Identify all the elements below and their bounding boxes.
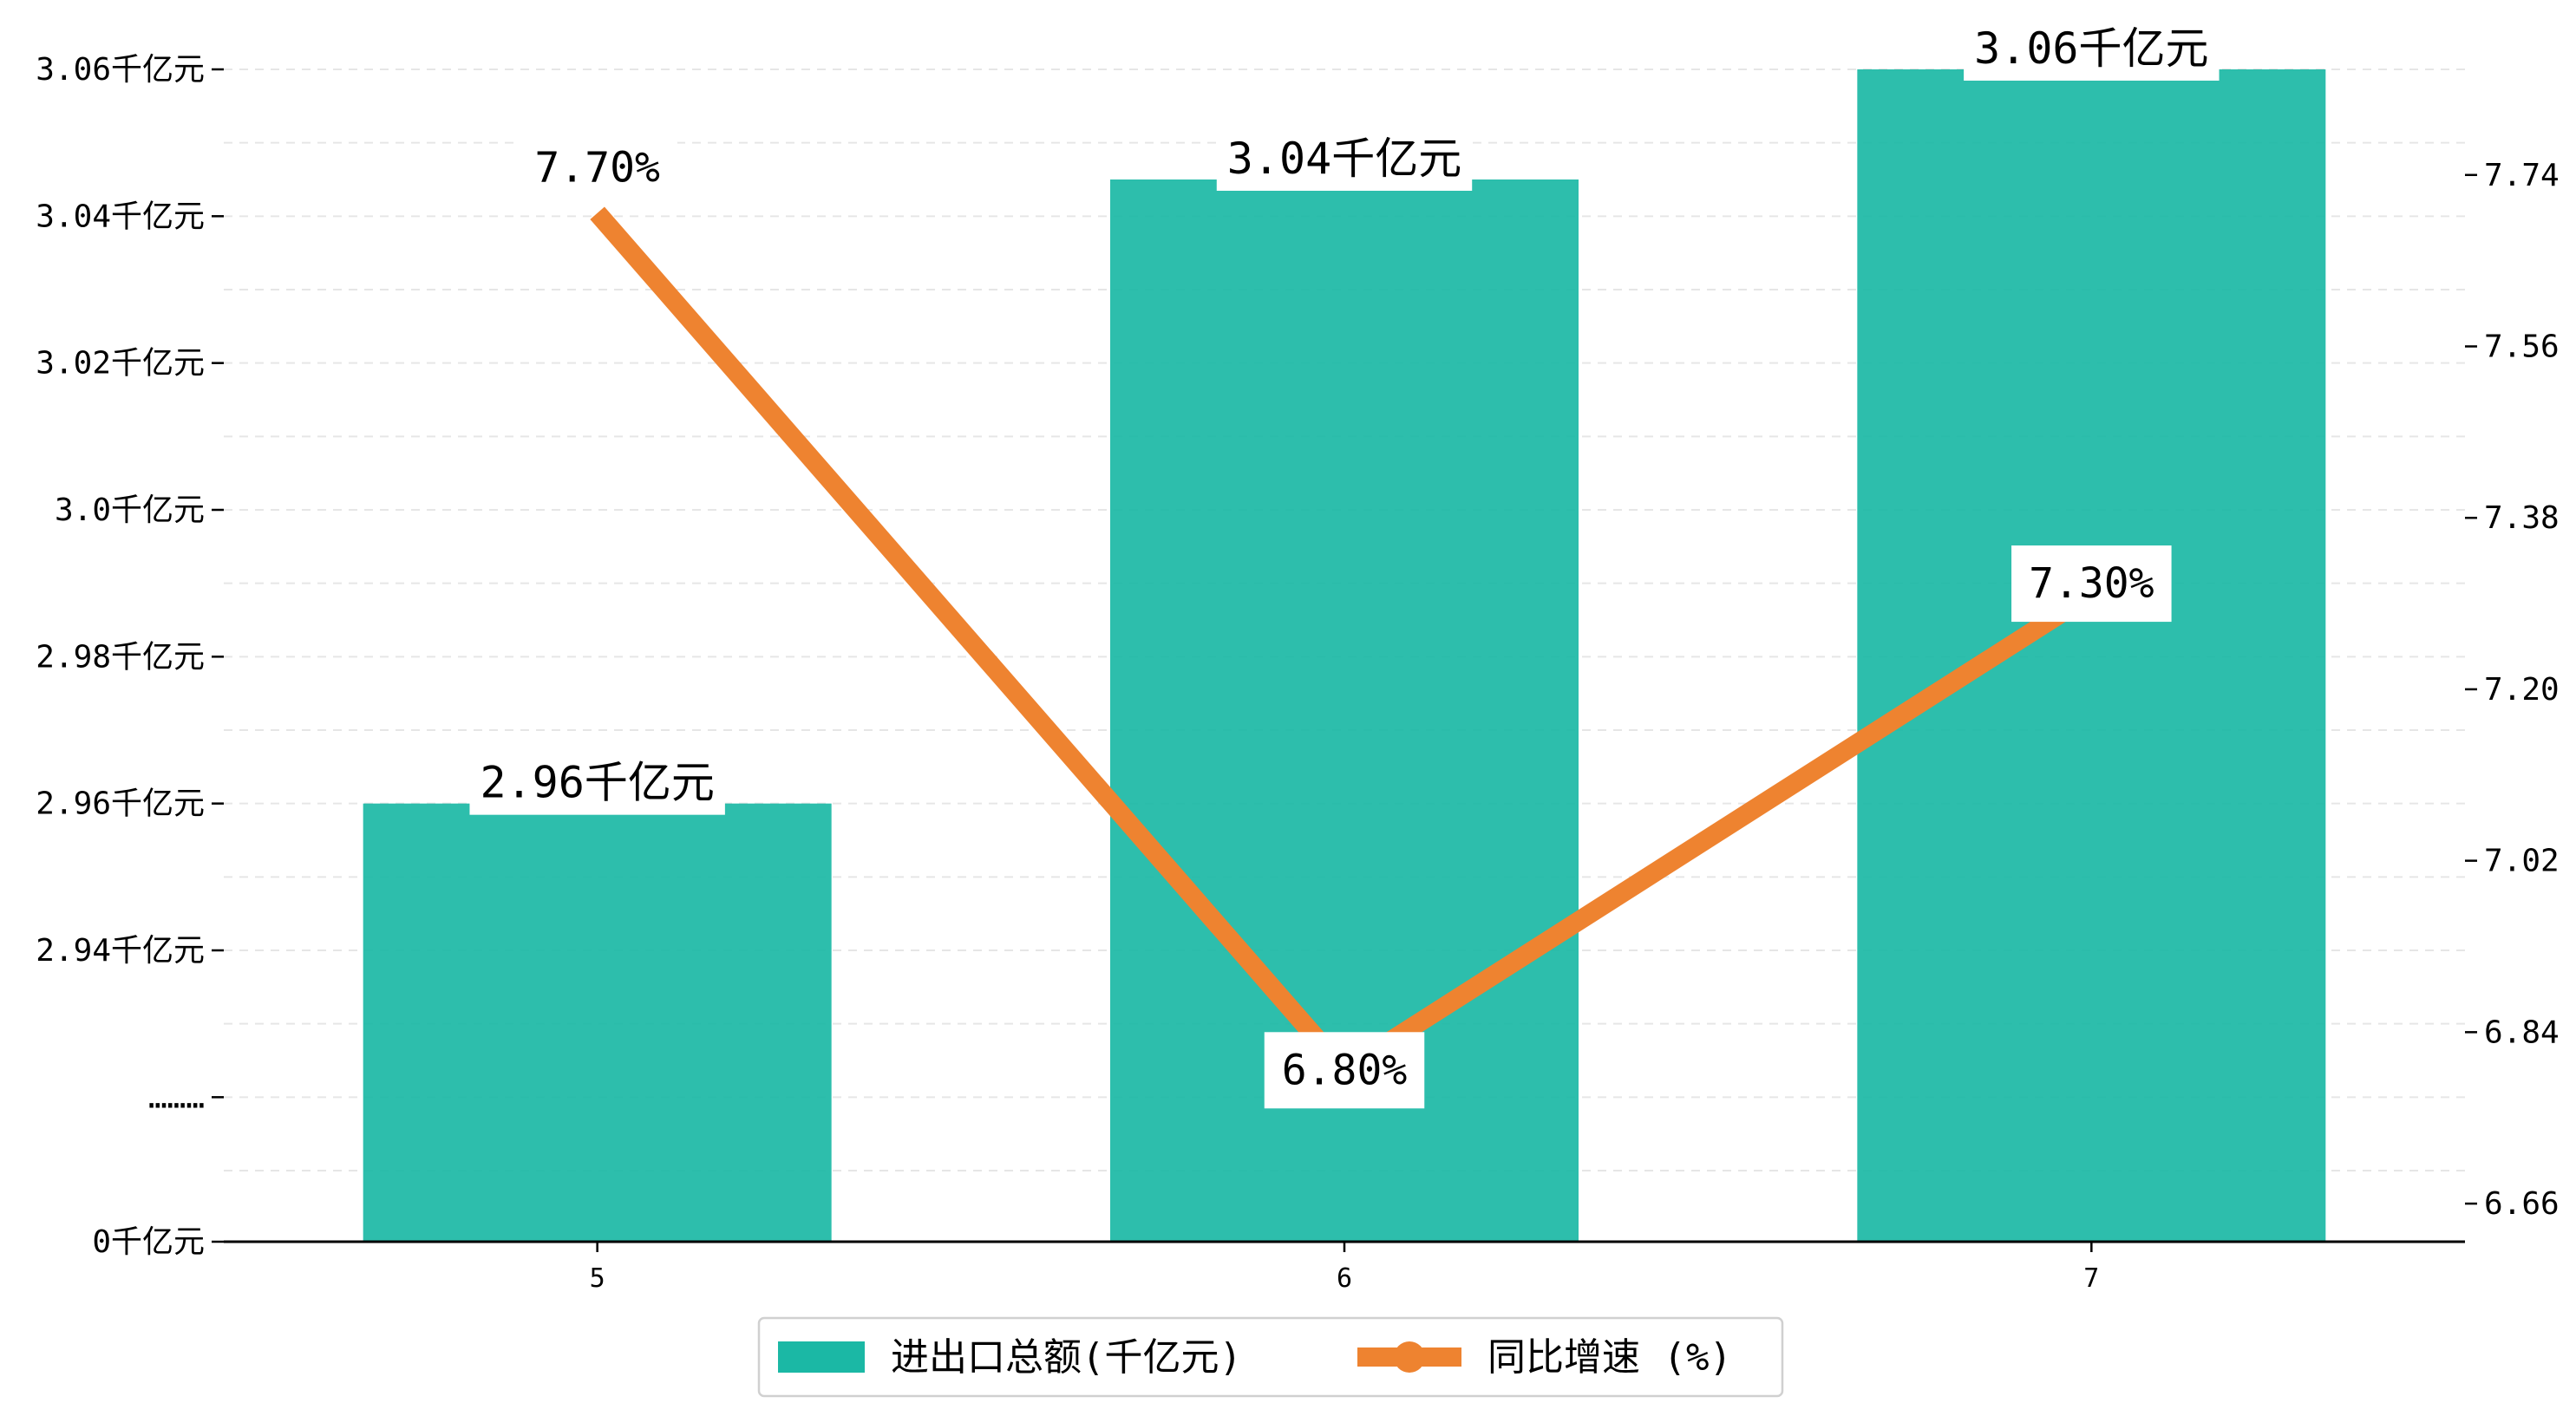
left-tick-label: 0千亿元 [92,1224,205,1260]
right-tick-label: 7.74 [2484,158,2560,193]
left-tick-label: 3.04千亿元 [36,199,205,234]
legend: 进出口总额(千亿元) 同比增速 (%) [757,1316,1784,1398]
svg-text:3.04千亿元: 3.04千亿元 [1227,134,1461,184]
svg-text:3.06千亿元: 3.06千亿元 [1974,23,2208,74]
legend-label-bar: 进出口总额(千亿元) [891,1335,1242,1380]
legend-label-line: 同比增速 (%) [1487,1335,1732,1380]
data-labels: 2.96千亿元 3.04千亿元 3.06千亿元 7.70% 6.80% 7.30% [469,16,2220,1109]
left-tick-label: 2.98千亿元 [36,639,205,675]
right-tick-label: 7.38 [2484,500,2560,536]
bar-7 [1857,69,2326,1242]
bar-value-label: 3.06千亿元 [1964,16,2220,81]
right-tick-label: 7.02 [2484,844,2560,879]
x-tick-label: 6 [1337,1263,1352,1294]
bar-value-label: 3.04千亿元 [1216,127,1473,191]
left-tick-label: 3.0千亿元 [55,493,205,528]
right-tick-label: 7.20 [2484,672,2560,708]
legend-swatch-marker [1394,1341,1425,1373]
svg-text:2.96千亿元: 2.96千亿元 [480,758,714,808]
line-value-label: 7.30% [2011,545,2172,623]
left-tick-label: 2.94千亿元 [36,933,205,969]
svg-text:6.80%: 6.80% [1282,1046,1408,1094]
left-tick-label: 2.96千亿元 [36,786,205,822]
x-tick-label: 7 [2083,1263,2099,1294]
bar-5 [363,803,832,1242]
axes: 3.06千亿元 3.04千亿元 3.02千亿元 3.0千亿元 2.98千亿元 2.96千亿… [36,52,2559,1294]
left-tick-label: 3.06千亿元 [36,52,205,88]
left-tick-label: 3.02千亿元 [36,346,205,382]
right-tick-label: 6.66 [2484,1186,2560,1222]
left-tick-label: ……… [148,1080,205,1115]
legend-box [757,1316,1784,1398]
legend-swatch-bar [778,1341,865,1373]
right-tick-label: 6.84 [2484,1015,2560,1050]
bars [363,69,2326,1242]
line-value-label: 7.70% [517,129,677,206]
svg-text:7.30%: 7.30% [2029,559,2154,608]
line-value-label: 6.80% [1264,1032,1425,1109]
bar-value-label: 2.96千亿元 [469,750,725,815]
svg-text:7.70%: 7.70% [534,144,660,192]
x-tick-label: 5 [590,1263,605,1294]
right-tick-label: 7.56 [2484,329,2560,364]
